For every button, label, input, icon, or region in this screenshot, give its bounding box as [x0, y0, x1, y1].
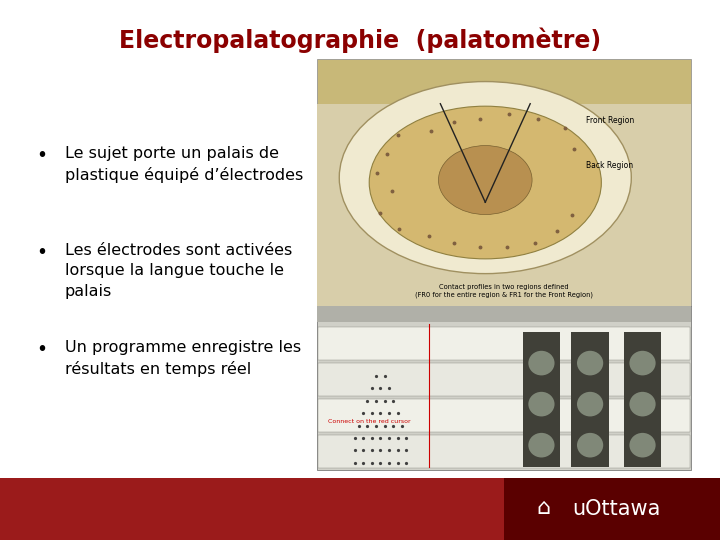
Text: Le sujet porte un palais de
plastique équipé d’électrodes: Le sujet porte un palais de plastique éq…: [65, 146, 303, 183]
Ellipse shape: [629, 351, 656, 375]
FancyBboxPatch shape: [318, 399, 690, 432]
Ellipse shape: [528, 392, 554, 416]
Ellipse shape: [577, 351, 603, 375]
Text: Connect on the red cursor: Connect on the red cursor: [328, 418, 410, 424]
FancyBboxPatch shape: [317, 104, 691, 306]
FancyBboxPatch shape: [0, 478, 720, 540]
Text: Les électrodes sont activées
lorsque la langue touche le
palais: Les électrodes sont activées lorsque la …: [65, 243, 292, 299]
Ellipse shape: [629, 392, 656, 416]
Text: Un programme enregistre les
résultats en temps réel: Un programme enregistre les résultats en…: [65, 340, 301, 377]
FancyBboxPatch shape: [318, 363, 690, 396]
FancyBboxPatch shape: [572, 333, 609, 467]
Ellipse shape: [438, 146, 532, 214]
FancyBboxPatch shape: [624, 333, 661, 467]
Ellipse shape: [528, 433, 554, 457]
FancyBboxPatch shape: [317, 59, 691, 306]
Text: •: •: [36, 340, 47, 359]
Ellipse shape: [528, 351, 554, 375]
Ellipse shape: [339, 82, 631, 274]
FancyBboxPatch shape: [317, 306, 691, 322]
Ellipse shape: [577, 392, 603, 416]
Text: Back Region: Back Region: [586, 161, 634, 170]
Ellipse shape: [577, 433, 603, 457]
FancyBboxPatch shape: [317, 306, 691, 470]
Text: •: •: [36, 146, 47, 165]
Text: •: •: [36, 243, 47, 262]
Text: Front Region: Front Region: [586, 117, 634, 125]
FancyBboxPatch shape: [318, 327, 690, 360]
Text: Electropalatographie  (palatomètre): Electropalatographie (palatomètre): [119, 28, 601, 53]
Text: ⌂: ⌂: [536, 498, 551, 518]
FancyBboxPatch shape: [523, 333, 560, 467]
FancyBboxPatch shape: [504, 478, 720, 540]
Ellipse shape: [629, 433, 656, 457]
Text: Contact profiles in two regions defined
(FR0 for the entire region & FR1 for the: Contact profiles in two regions defined …: [415, 284, 593, 298]
Ellipse shape: [369, 106, 601, 259]
FancyBboxPatch shape: [318, 435, 690, 468]
Text: uOttawa: uOttawa: [572, 499, 661, 519]
